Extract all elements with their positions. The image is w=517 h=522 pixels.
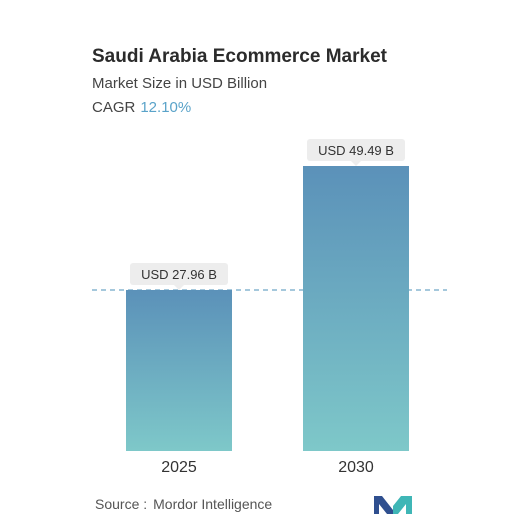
bar-2025 <box>126 289 232 451</box>
value-label-box-2025 <box>130 262 228 285</box>
chart-subtitle: Market Size in USD Billion <box>92 75 268 92</box>
chart-title: Saudi Arabia Ecommerce Market <box>92 46 387 67</box>
cagr-line: CAGR 12.10% <box>92 99 191 116</box>
source-label: Source : <box>95 496 148 512</box>
bar-2030 <box>303 166 409 451</box>
value-label-pointer-2030 <box>351 161 361 166</box>
cagr-value: 12.10% <box>140 99 192 116</box>
value-label-2030: USD 49.49 B <box>318 143 394 158</box>
category-label-2025: 2025 <box>161 459 197 476</box>
value-label-pointer-2025 <box>174 284 184 290</box>
value-label-2025: USD 27.96 B <box>141 267 217 282</box>
cagr-label: CAGR <box>92 99 136 116</box>
mordor-intelligence-logo <box>374 496 412 514</box>
category-label-2030: 2030 <box>338 459 374 476</box>
source-attribution: Source : Mordor Intelligence <box>95 496 272 512</box>
source-name: Mordor Intelligence <box>153 496 273 512</box>
value-label-box-2030 <box>307 139 405 161</box>
bar-chart: USD 27.96 B 2025 USD 49.49 B 2030 <box>92 139 447 476</box>
